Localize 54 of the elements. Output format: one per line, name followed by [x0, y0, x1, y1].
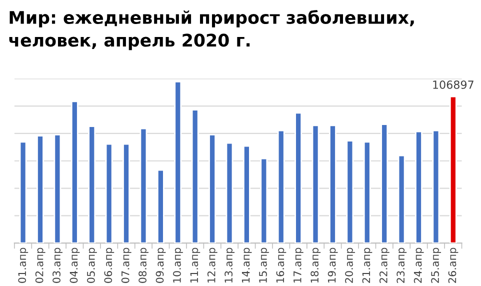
- bar: [242, 145, 250, 244]
- bar: [449, 96, 457, 244]
- bar: [174, 80, 182, 244]
- x-tick-label: 19.апр: [328, 248, 338, 282]
- x-tick-label: 16.апр: [276, 248, 286, 282]
- x-tick-label: 15.апр: [259, 248, 269, 282]
- x-tick-label: 03.апр: [52, 248, 62, 283]
- bar: [88, 126, 96, 244]
- x-tick-label: 06.апр: [104, 248, 114, 283]
- bar: [19, 141, 27, 244]
- x-tick-label: 02.апр: [35, 248, 46, 283]
- x-tick-label: 21.апр: [362, 248, 372, 283]
- x-tick-label: 11.апр: [190, 248, 200, 282]
- bar: [36, 135, 44, 244]
- x-tick-label: 04.апр: [70, 248, 80, 283]
- bar: [312, 124, 320, 244]
- bar: [208, 134, 216, 244]
- x-tick-label: 26.апр: [448, 248, 458, 283]
- bar: [156, 169, 164, 244]
- x-tick-label: 23.апр: [396, 248, 407, 283]
- bar: [122, 143, 130, 244]
- x-tick-label: 24.апр: [414, 248, 424, 283]
- bar: [105, 143, 113, 244]
- bar: [277, 130, 285, 244]
- x-tick-label: 20.апр: [345, 248, 355, 283]
- bar: [346, 140, 354, 244]
- x-tick-label: 17.апр: [294, 248, 304, 282]
- bar: [294, 112, 302, 244]
- chart-title: Мир: ежедневный прирост заболевших, человек, апрель 2020 г.: [9, 10, 414, 50]
- bar: [140, 128, 148, 244]
- x-tick-label: 08.апр: [138, 248, 149, 283]
- bar: [70, 100, 78, 244]
- x-tick-label: 12.апр: [207, 248, 218, 282]
- x-tick-label: 14.апр: [242, 248, 252, 282]
- bar: [329, 124, 336, 244]
- bar: [415, 130, 422, 244]
- bar: [363, 141, 371, 244]
- bar: [260, 158, 268, 244]
- bar: [398, 154, 406, 244]
- x-tick-label: 09.апр: [156, 248, 166, 283]
- x-tick-label: 05.апр: [86, 248, 97, 283]
- bar: [226, 142, 234, 244]
- x-tick-label: 25.апр: [431, 248, 441, 283]
- x-tick-label: 07.апр: [121, 248, 132, 283]
- x-tick-label: 01.апр: [18, 248, 28, 283]
- bar: [432, 130, 440, 244]
- x-tick-label: 18.апр: [310, 248, 321, 282]
- bar: [380, 124, 388, 244]
- data-label: 106897: [433, 80, 474, 89]
- bar: [191, 109, 199, 244]
- x-tick-label: 13.апр: [224, 248, 235, 282]
- x-tick-label: 22.апр: [379, 248, 390, 283]
- bar: [54, 134, 62, 244]
- x-tick-label: 10.апр: [173, 248, 183, 282]
